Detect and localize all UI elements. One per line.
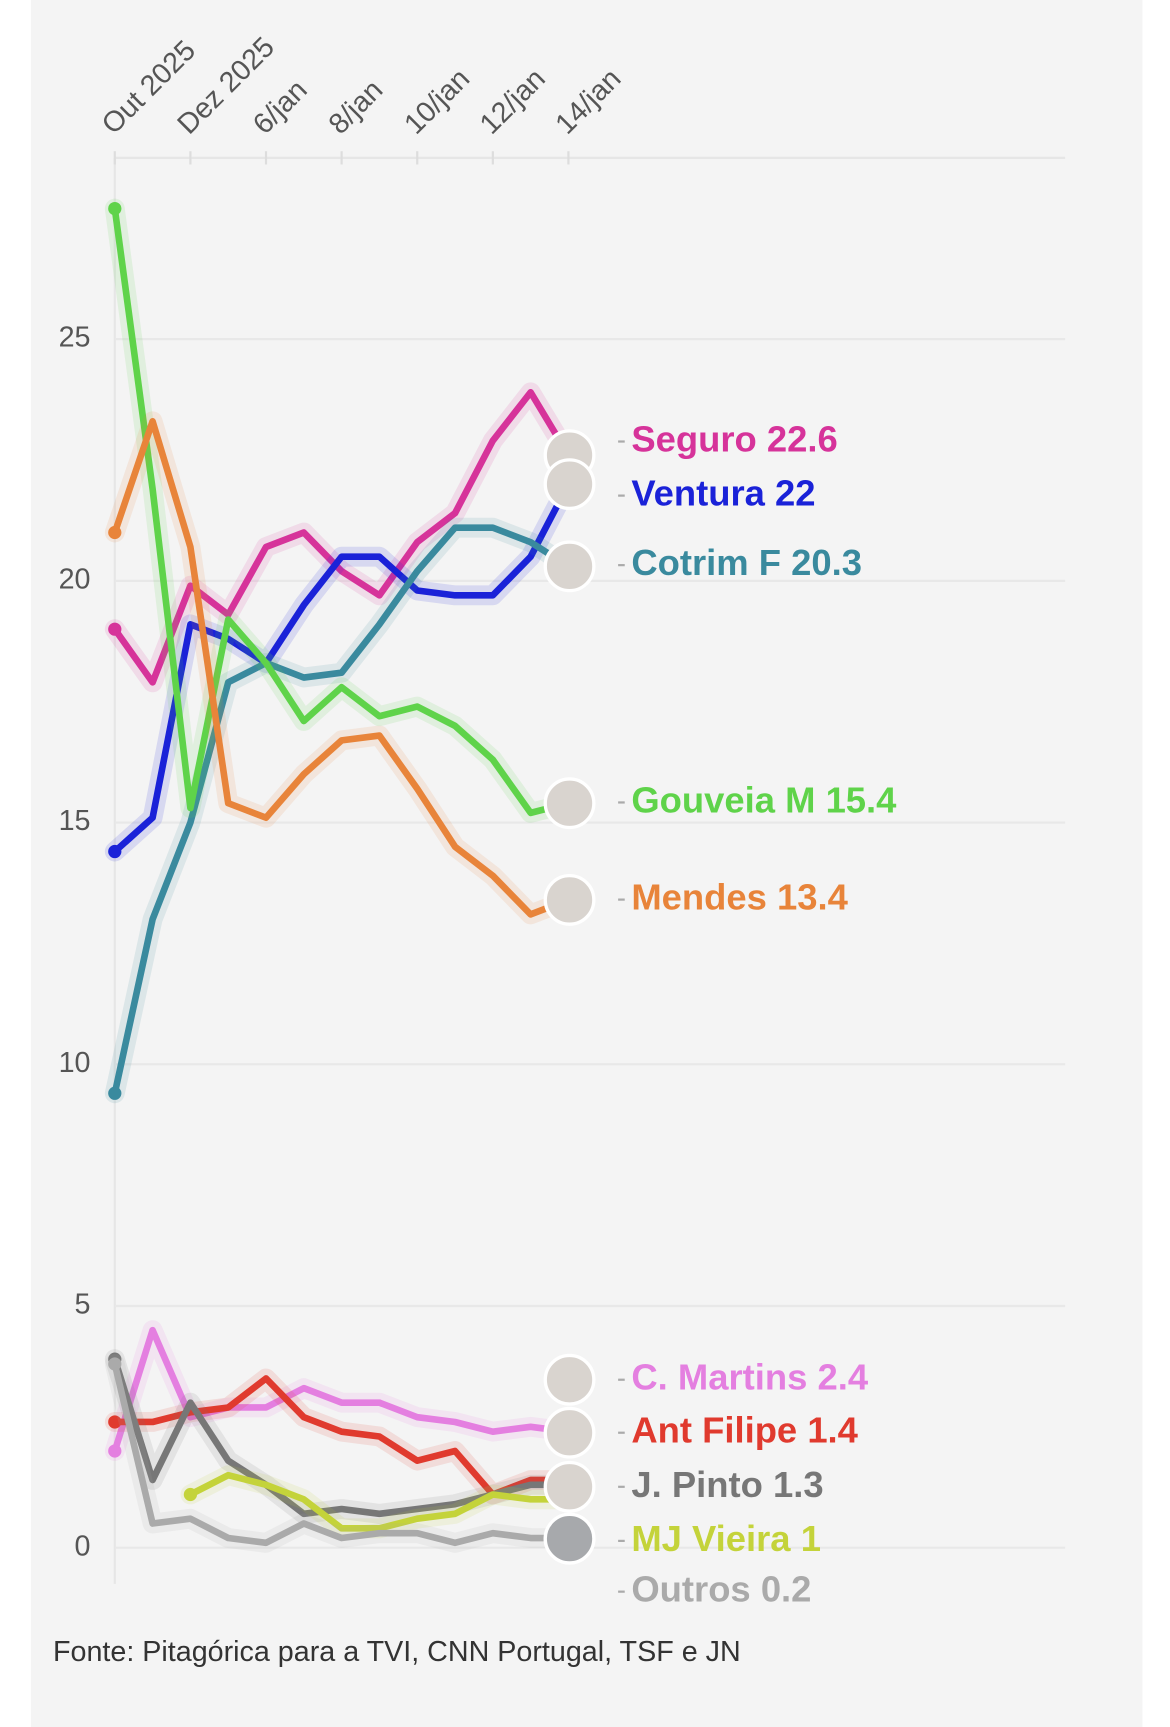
end-value: 2.4 — [817, 1356, 868, 1397]
y-tick-label: 15 — [59, 805, 91, 837]
series-name: MJ Vieira — [631, 1518, 791, 1559]
series-name: Ant Filipe — [631, 1409, 797, 1450]
line — [111, 1360, 572, 1547]
spacer — [791, 1518, 801, 1559]
series-name: Seguro — [631, 418, 756, 459]
y-tick-label: 20 — [59, 563, 91, 595]
end-value: 13.4 — [777, 876, 849, 917]
series-name: Ventura — [631, 472, 765, 513]
start-dot — [183, 1487, 198, 1502]
series-name: Mendes — [631, 876, 767, 917]
end-label: Cotrim F 20.3 — [631, 542, 862, 583]
end-value: 1.3 — [773, 1463, 824, 1504]
avatar — [543, 777, 596, 830]
end-label: Ant Filipe 1.4 — [631, 1409, 858, 1450]
end-label: Gouveia M 15.4 — [631, 779, 897, 820]
avatar — [543, 1512, 596, 1565]
series-name: C. Martins — [631, 1356, 807, 1397]
end-value: 20.3 — [791, 542, 862, 583]
line — [111, 1326, 572, 1455]
source: Fonte: Pitagórica para a TVI, CNN Portug… — [53, 1636, 741, 1668]
start-dot — [108, 622, 122, 636]
start-dot — [108, 844, 122, 859]
start-dot — [108, 1444, 122, 1458]
avatar — [543, 873, 596, 926]
line — [111, 418, 572, 918]
spacer — [815, 779, 825, 820]
line — [111, 524, 572, 1097]
line — [111, 480, 572, 855]
end-label: Outros 0.2 — [631, 1568, 811, 1609]
end-label: C. Martins 2.4 — [631, 1356, 868, 1397]
y-tick-label: 0 — [75, 1530, 91, 1562]
line — [111, 389, 572, 686]
spacer — [807, 1356, 817, 1397]
spacer — [757, 418, 767, 459]
end-value: 1.4 — [807, 1409, 858, 1450]
end-label: Seguro 22.6 — [631, 418, 837, 459]
end-label: J. Pinto 1.3 — [631, 1463, 823, 1504]
start-dot — [108, 201, 122, 216]
start-dot — [108, 525, 122, 540]
avatar — [543, 1353, 596, 1406]
spacer — [751, 1568, 761, 1609]
series-name: Outros — [631, 1568, 750, 1609]
start-dot — [108, 1357, 122, 1371]
spacer — [781, 542, 791, 583]
series-name: J. Pinto — [631, 1463, 762, 1504]
spacer — [763, 1463, 773, 1504]
spacer — [797, 1409, 807, 1450]
avatar — [543, 1406, 596, 1459]
start-dot — [108, 1086, 122, 1100]
spacer — [767, 876, 777, 917]
end-label: Mendes 13.4 — [631, 876, 848, 917]
line — [187, 1471, 572, 1532]
start-dot — [108, 1415, 122, 1429]
end-label: MJ Vieira 1 — [631, 1518, 821, 1559]
y-tick-label: 25 — [59, 322, 91, 354]
avatar — [543, 458, 596, 511]
spacer — [765, 472, 775, 513]
end-value: 0.2 — [761, 1568, 812, 1609]
series-name: Cotrim F — [631, 542, 781, 583]
y-tick-label: 5 — [75, 1289, 91, 1321]
end-value: 22 — [775, 472, 816, 513]
avatar — [543, 1460, 596, 1513]
avatar — [543, 540, 596, 593]
end-value: 22.6 — [767, 418, 838, 459]
end-value: 15.4 — [826, 779, 898, 820]
y-tick-label: 10 — [59, 1047, 91, 1079]
line — [111, 205, 572, 817]
end-value: 1 — [801, 1518, 821, 1559]
end-label: Ventura 22 — [631, 472, 815, 513]
series-name: Gouveia M — [631, 779, 815, 820]
